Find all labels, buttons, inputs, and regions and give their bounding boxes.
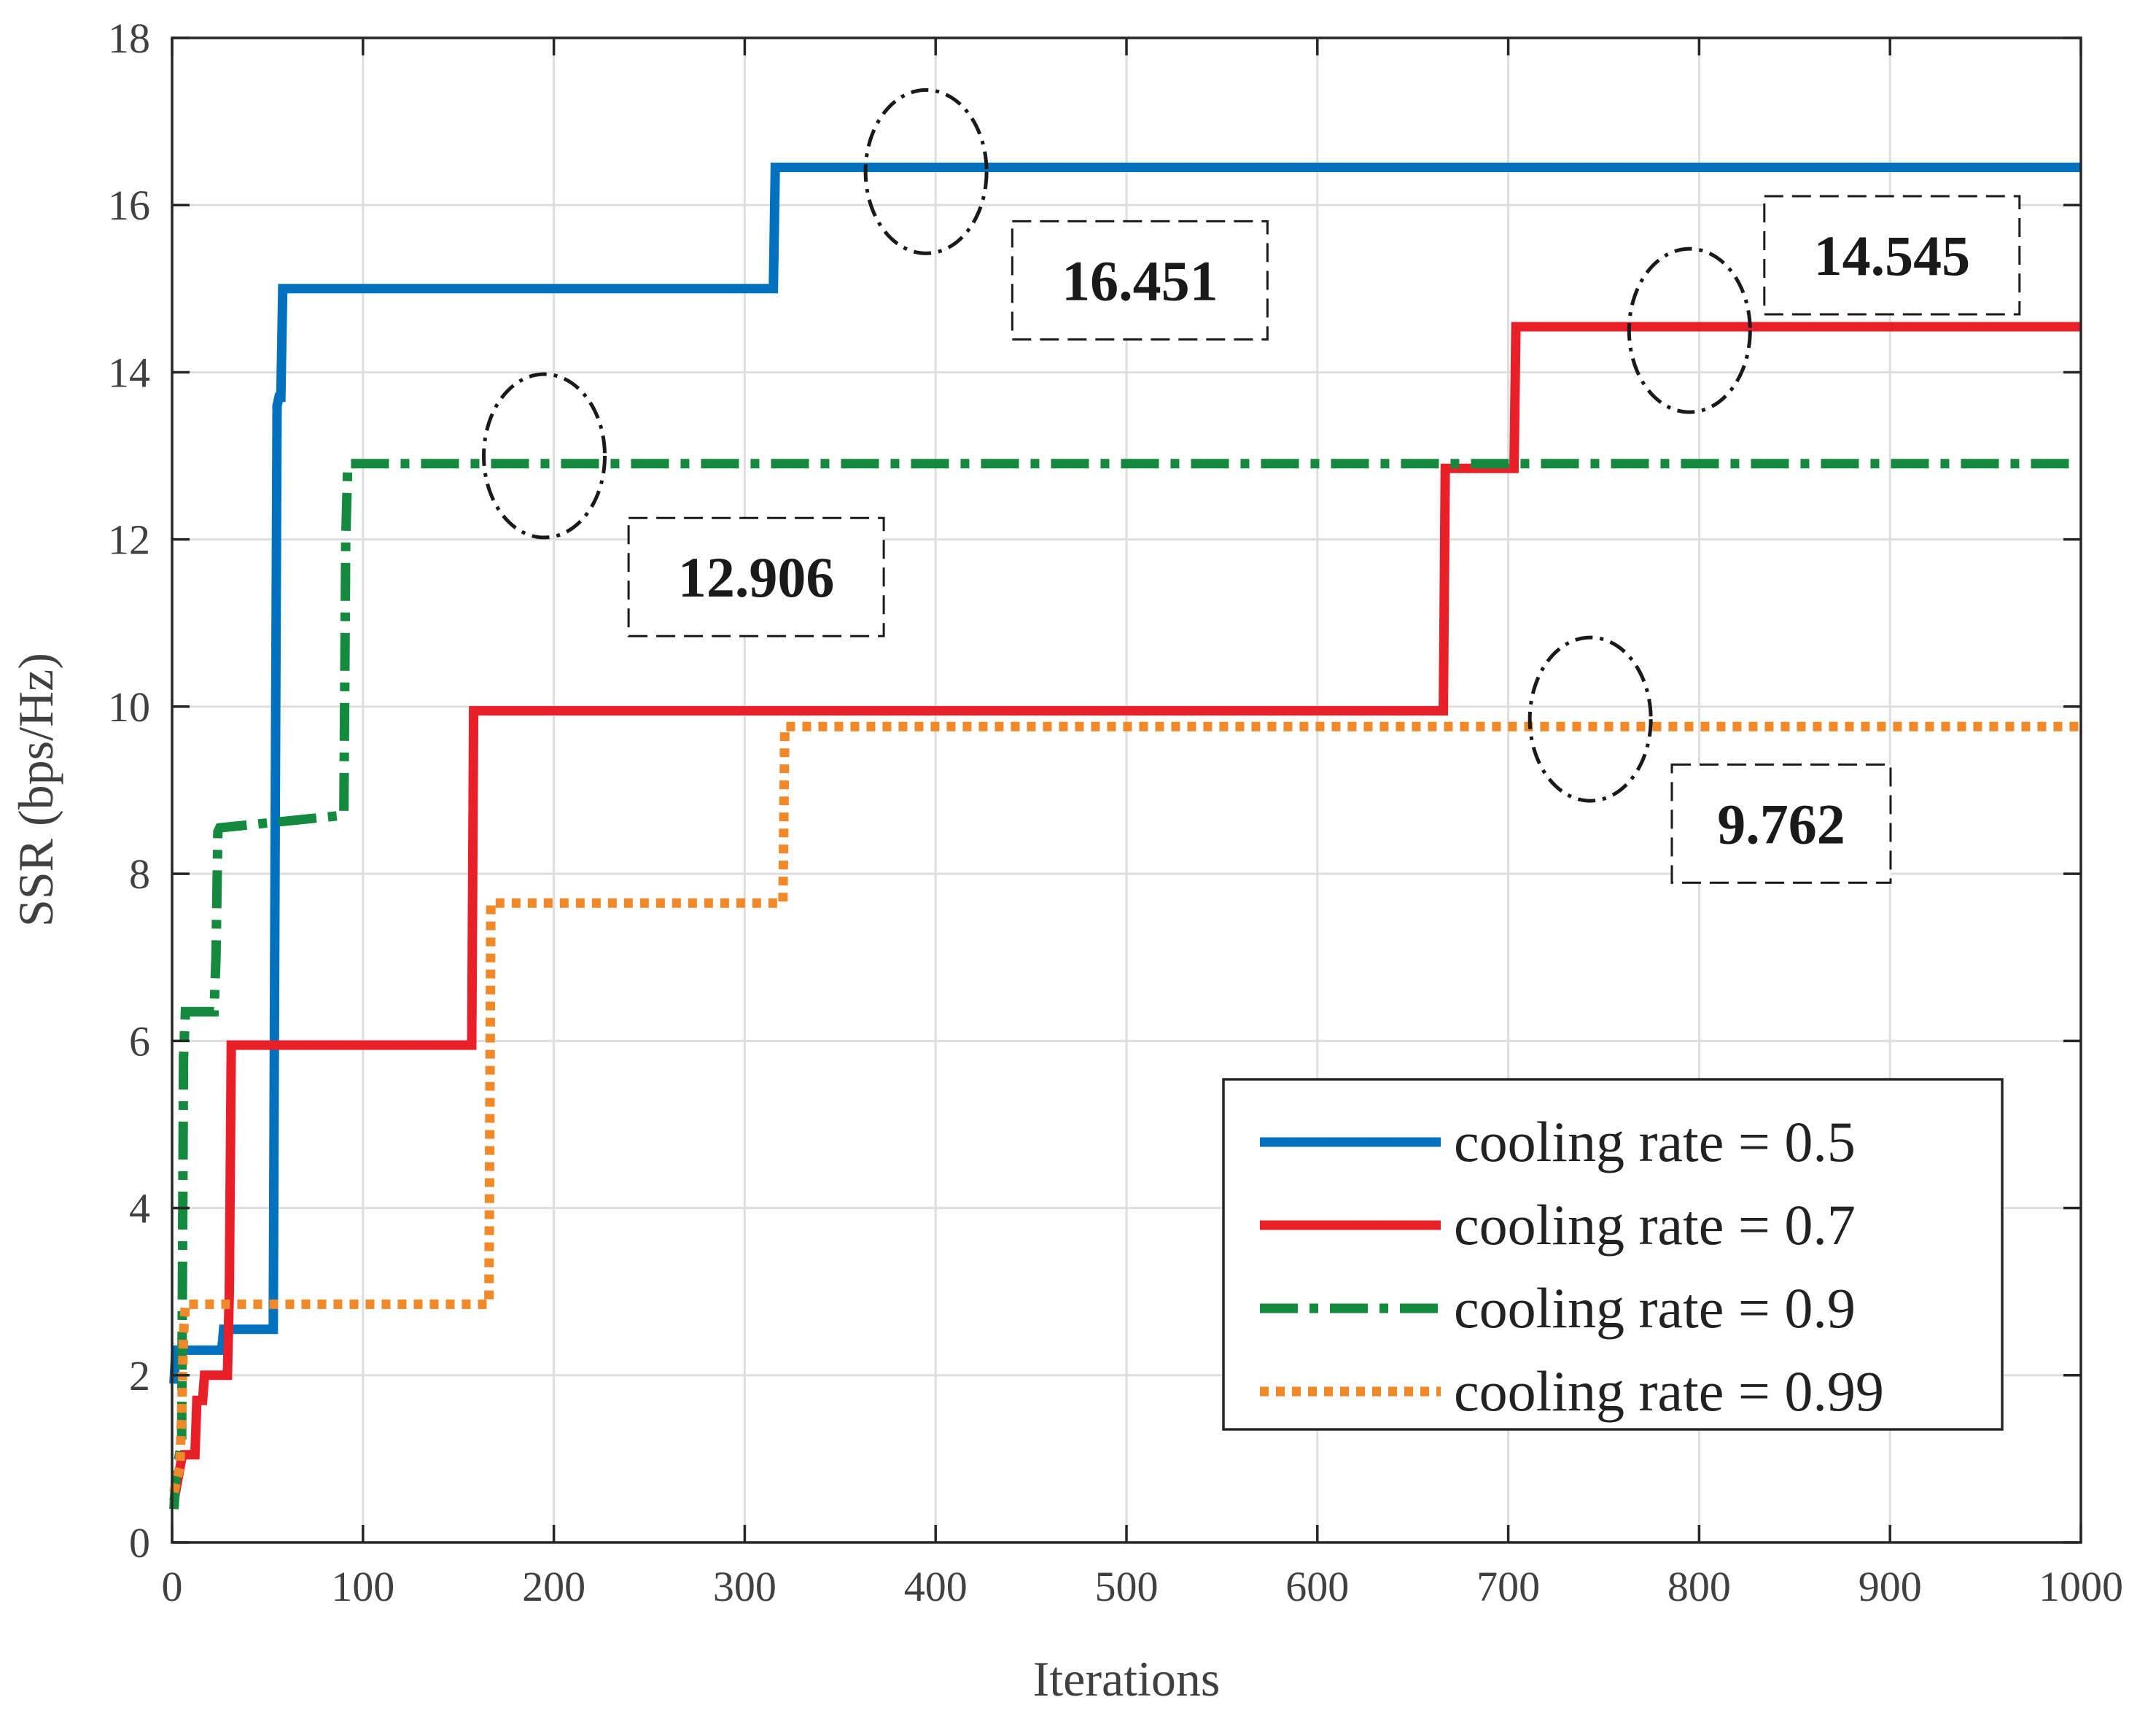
- y-tick-label: 12: [108, 516, 150, 564]
- x-tick-label: 400: [904, 1563, 968, 1610]
- y-tick-label: 14: [108, 349, 150, 396]
- legend-label-1: cooling rate = 0.5: [1454, 1110, 1856, 1173]
- y-tick-label: 0: [129, 1519, 150, 1566]
- x-tick-label: 200: [522, 1563, 585, 1610]
- y-tick-label: 8: [129, 850, 150, 898]
- annotation-label: 9.762: [1717, 792, 1845, 855]
- annotation-ellipse: [1528, 635, 1653, 803]
- y-tick-label: 16: [108, 182, 150, 229]
- x-tick-label: 100: [331, 1563, 394, 1610]
- y-axis-label: SSR (bps/Hz): [8, 653, 63, 927]
- annotation-box: [627, 516, 885, 637]
- x-tick-label: 500: [1095, 1563, 1159, 1610]
- x-axis-label: Iterations: [1033, 1651, 1221, 1707]
- annotation-label: 12.906: [678, 546, 835, 609]
- y-tick-label: 10: [108, 683, 150, 731]
- x-tick-label: 800: [1667, 1563, 1731, 1610]
- annotation-box: [1763, 195, 2021, 316]
- x-tick-label: 300: [713, 1563, 777, 1610]
- annotation-layer: 16.451 14.545 12.906 9.762: [482, 88, 2021, 884]
- annotation-box: [1011, 220, 1269, 341]
- x-tick-label: 0: [162, 1563, 183, 1610]
- tick-layer: 0 100 200 300 400 500 600 700 800 900 1000 0 2 4 6 8 10 1…: [108, 15, 2123, 1610]
- x-tick-label: 900: [1859, 1563, 1922, 1610]
- series-layer: [169, 163, 2081, 1510]
- y-tick-label: 4: [129, 1185, 150, 1232]
- y-tick-label: 6: [129, 1017, 150, 1065]
- legend-label-3: cooling rate = 0.9: [1454, 1276, 1856, 1340]
- annotation-ellipse: [1627, 246, 1752, 414]
- annotation-label: 14.545: [1814, 224, 1971, 287]
- x-tick-label: 700: [1476, 1563, 1540, 1610]
- legend: cooling rate = 0.5 cooling rate = 0.7 cool…: [1222, 1078, 2004, 1431]
- y-tick-label: 18: [108, 15, 150, 62]
- annotation-label: 16.451: [1062, 249, 1218, 312]
- legend-label-2: cooling rate = 0.7: [1454, 1193, 1856, 1257]
- annotation-box: [1670, 763, 1892, 884]
- x-tick-label: 600: [1285, 1563, 1349, 1610]
- legend-label-4: cooling rate = 0.99: [1454, 1359, 1884, 1423]
- annotation-ellipse: [863, 88, 989, 255]
- x-tick-label: 1000: [2039, 1563, 2123, 1610]
- y-tick-label: 2: [129, 1352, 150, 1399]
- annotation-ellipse: [482, 372, 607, 540]
